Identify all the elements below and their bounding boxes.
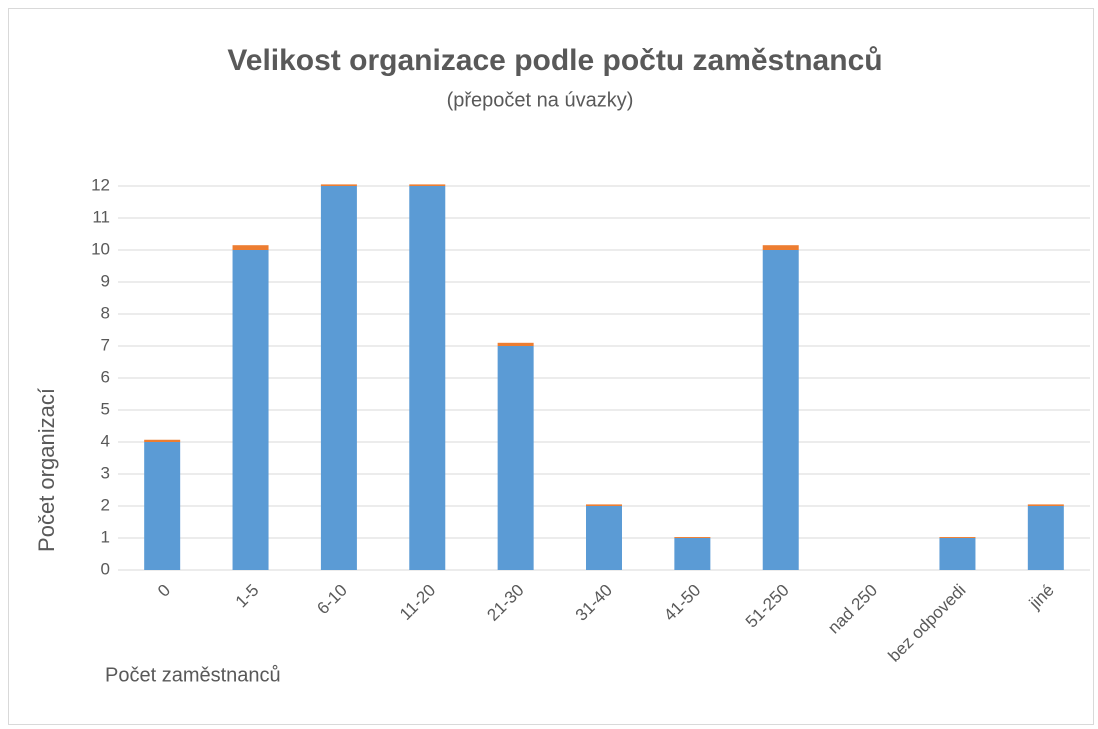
y-tick-label: 0 [101, 559, 110, 578]
bar [674, 538, 711, 570]
y-tick-label: 1 [101, 527, 110, 546]
bar [939, 538, 976, 570]
y-tick-label: 3 [101, 463, 110, 482]
y-tick-label: 4 [101, 431, 110, 450]
bar [232, 250, 269, 570]
y-tick-label: 6 [101, 367, 110, 386]
chart-title: Velikost organizace podle počtu zaměstna… [227, 44, 882, 77]
x-axis-title: Počet zaměstnanců [105, 664, 281, 686]
bar [497, 342, 534, 346]
bar [762, 250, 799, 570]
bar [497, 346, 534, 570]
y-tick-label: 11 [92, 207, 110, 226]
chart-border [8, 8, 1094, 725]
y-tick-label: 2 [101, 495, 110, 514]
y-tick-label: 10 [91, 239, 110, 258]
bar [1027, 504, 1064, 506]
bar [232, 245, 269, 250]
bar [674, 537, 711, 538]
bar [320, 184, 357, 186]
y-tick-label: 5 [101, 399, 110, 418]
y-axis-title: Počet organizací [34, 388, 59, 552]
bar [144, 439, 181, 442]
bar [320, 186, 357, 570]
bar [939, 537, 976, 538]
bar [144, 442, 181, 570]
y-tick-label: 8 [101, 303, 110, 322]
bar [586, 504, 622, 506]
chart-subtitle: (přepočet na úvazky) [447, 89, 634, 111]
y-tick-label: 7 [101, 335, 110, 354]
y-tick-label: 9 [101, 271, 110, 290]
bar [409, 184, 446, 186]
bar [409, 186, 446, 570]
y-tick-label: 12 [91, 175, 110, 194]
bar [586, 506, 622, 570]
bar [1027, 506, 1064, 570]
bar [762, 245, 799, 250]
